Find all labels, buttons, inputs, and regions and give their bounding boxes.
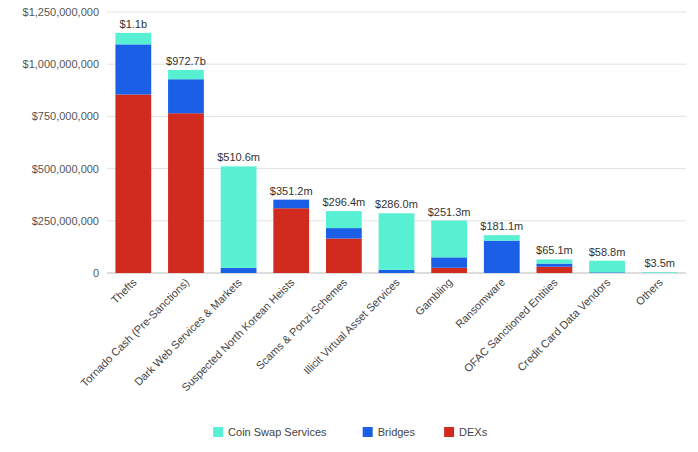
x-tick-label: Gambling [413, 276, 455, 318]
bar-segment [379, 270, 415, 273]
y-tick-label: $250,000,000 [32, 215, 99, 227]
bar-segment [273, 199, 309, 200]
bar-segment [221, 268, 257, 273]
bar-segment [221, 166, 257, 267]
legend-swatch [213, 427, 223, 437]
x-tick-label: Ransomware [453, 276, 507, 330]
bar-segment [273, 208, 309, 273]
bar-segment [642, 273, 678, 274]
total-label: $251.3m [428, 206, 471, 218]
x-tick-label: Credit Card Data Vendors [515, 276, 613, 374]
total-label: $510.6m [217, 151, 260, 163]
chart: 0 $250,000,000 $500,000,000 $750,000,000 $1,… [0, 0, 698, 452]
bar-segment [537, 259, 573, 263]
bars [115, 33, 677, 273]
total-label: $181.1m [480, 220, 523, 232]
bar-segment [642, 273, 678, 274]
bar-segment [537, 267, 573, 273]
x-tick-label: Tornado Cash (Pre-Sanctions) [78, 276, 191, 389]
grid-line [107, 12, 686, 13]
bar-segment [326, 211, 362, 228]
bar-segment [537, 264, 573, 267]
x-tick-label: Scams & Ponzi Schemes [253, 276, 349, 372]
bar-segment [115, 44, 151, 94]
bar-segment [431, 257, 467, 267]
bar-segment [589, 273, 625, 274]
bar-segment [168, 79, 204, 113]
legend-label: Coin Swap Services [228, 426, 327, 438]
total-label: $972.7b [166, 55, 206, 67]
x-tick-label: OFAC Sanctioned Entities [461, 276, 560, 375]
total-label: $65.1m [536, 244, 573, 256]
bar-segment [484, 235, 520, 240]
x-tick-label: Others [633, 276, 665, 308]
bar-segment [115, 94, 151, 273]
bar-segment [326, 228, 362, 238]
y-tick-label: $750,000,000 [32, 110, 99, 122]
x-tick-label: Illicit Virtual Asset Services [301, 276, 402, 377]
y-tick-label: $1,250,000,000 [23, 6, 99, 18]
bar-segment [642, 272, 678, 273]
total-label: $286.0m [375, 198, 418, 210]
bar-segment [589, 261, 625, 273]
y-tick-label: $1,000,000,000 [23, 58, 99, 70]
bar-segment [431, 221, 467, 258]
x-tick-label: Dark Web Services & Markets [132, 276, 244, 388]
total-label: $3.5m [644, 257, 675, 269]
total-label: $58.8m [589, 246, 626, 258]
x-tick-label: Suspected North Korean Heists [179, 276, 297, 394]
bar-segment [484, 241, 520, 273]
bar-segment [168, 70, 204, 79]
total-label: $351.2m [270, 185, 313, 197]
legend-swatch [444, 427, 454, 437]
bar-segment [115, 33, 151, 44]
bar-segment [168, 113, 204, 273]
legend-swatch [363, 427, 373, 437]
y-tick-label: 0 [93, 267, 99, 279]
bar-segment [431, 268, 467, 273]
legend-label: Bridges [378, 426, 416, 438]
legend-label: DEXs [459, 426, 488, 438]
bar-segment [379, 213, 415, 270]
bar-segment [273, 200, 309, 209]
total-label: $296.4m [322, 196, 365, 208]
total-label: $1.1b [120, 18, 148, 30]
legend: Coin Swap Services Bridges DEXs [213, 426, 488, 438]
y-tick-label: $500,000,000 [32, 163, 99, 175]
x-tick-label: Thefts [109, 276, 139, 306]
bar-segment [326, 239, 362, 273]
